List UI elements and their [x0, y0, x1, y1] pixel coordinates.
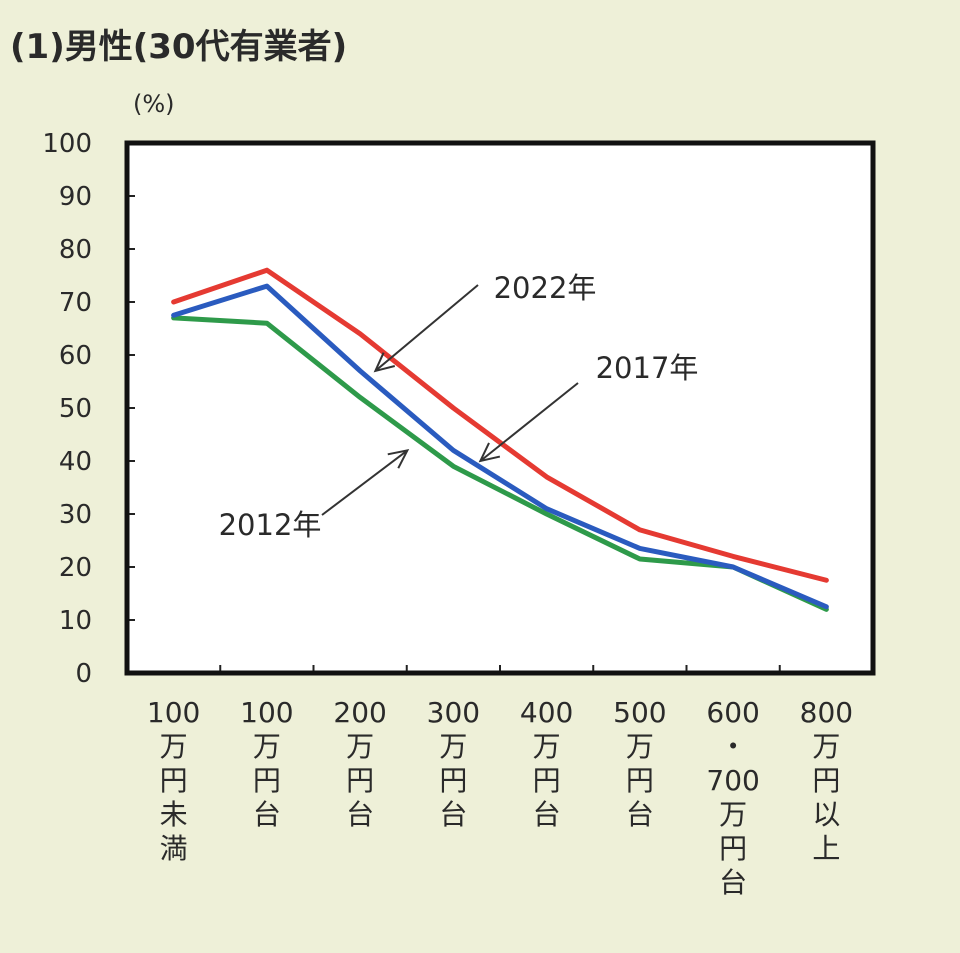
- annotation-arrow-head: [373, 352, 396, 373]
- series-line-2022: [171, 267, 829, 583]
- y-tick-label: 90: [59, 182, 92, 212]
- chart-title: (1)男性(30代有業者): [10, 27, 347, 67]
- x-tick-label: 200 万円台: [333, 696, 386, 831]
- y-tick-label: 50: [59, 394, 92, 424]
- annotation-arrow-head: [478, 442, 501, 463]
- y-tick-label: 100: [42, 129, 92, 159]
- annotation-arrow-line: [479, 382, 579, 462]
- y-tick-label: 0: [75, 659, 92, 689]
- y-tick-label: 80: [59, 235, 92, 265]
- x-tick-label: 800 万円以上: [800, 696, 853, 865]
- x-tick-label: 500 万円台: [613, 696, 666, 831]
- plot-area: [127, 143, 873, 673]
- x-tick-label: 100 万円未満: [147, 696, 200, 865]
- y-tick-label: 40: [59, 447, 92, 477]
- plot-frame: [124, 140, 876, 676]
- x-tick-label: 300 万円台: [427, 696, 480, 831]
- x-tick-label: 600 ・ 700 万円台: [706, 696, 759, 899]
- annotation-arrow-line: [321, 449, 408, 516]
- y-axis-unit: (%): [133, 90, 175, 118]
- x-tick-label: 400 万円台: [520, 696, 573, 831]
- y-tick-label: 60: [59, 341, 92, 371]
- series-line-2017: [171, 283, 829, 610]
- series-annotation-2022: 2022年: [494, 271, 597, 305]
- series-annotation-2012: 2012年: [219, 508, 322, 542]
- y-tick-label: 10: [59, 606, 92, 636]
- annotation-arrow-line: [374, 284, 479, 372]
- y-tick-label: 30: [59, 500, 92, 530]
- annotation-arrow-head: [387, 449, 410, 469]
- series-annotation-2017: 2017年: [596, 351, 699, 385]
- y-tick-label: 20: [59, 553, 92, 583]
- x-tick-label: 100 万円台: [240, 696, 293, 831]
- y-tick-label: 70: [59, 288, 92, 318]
